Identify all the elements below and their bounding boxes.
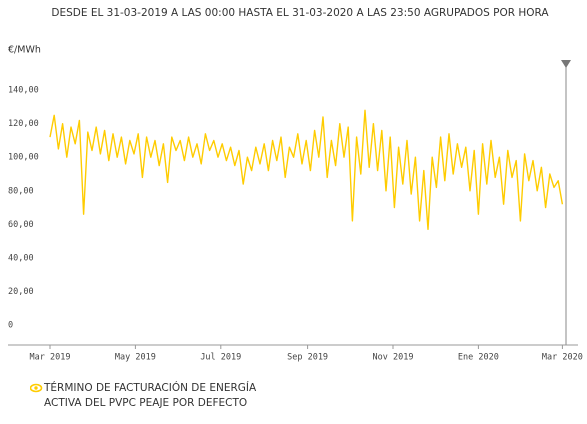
x-tick-label: Mar 2019 bbox=[30, 353, 71, 363]
x-tick-label: Sep 2019 bbox=[287, 353, 328, 363]
x-tick-label: Nov 2019 bbox=[373, 353, 414, 363]
y-tick-label: 120,00 bbox=[8, 119, 39, 129]
legend-label: TÉRMINO DE FACTURACIÓN DE ENERGÍA ACTIVA… bbox=[44, 382, 257, 409]
chart-title: DESDE EL 31-03-2019 A LAS 00:00 HASTA EL… bbox=[51, 7, 549, 19]
x-tick-label: Jul 2019 bbox=[200, 353, 241, 363]
marker-handle[interactable] bbox=[561, 60, 571, 68]
y-tick-label: 60,00 bbox=[8, 220, 34, 230]
y-tick-label: 100,00 bbox=[8, 153, 39, 163]
y-tick-label: 80,00 bbox=[8, 186, 34, 196]
y-tick-label: 20,00 bbox=[8, 287, 34, 297]
x-tick-label: May 2019 bbox=[115, 353, 156, 363]
series-line bbox=[49, 109, 564, 230]
legend-icon bbox=[30, 383, 43, 393]
y-tick-label: 140,00 bbox=[8, 86, 39, 96]
y-tick-label: 40,00 bbox=[8, 253, 34, 263]
y-axis-label: €/MWh bbox=[8, 45, 41, 56]
x-tick-label: Mar 2020 bbox=[542, 353, 583, 363]
legend[interactable]: TÉRMINO DE FACTURACIÓN DE ENERGÍA ACTIVA… bbox=[30, 381, 290, 411]
x-tick-label: Ene 2020 bbox=[458, 353, 499, 363]
y-tick-label: 0 bbox=[8, 320, 13, 330]
